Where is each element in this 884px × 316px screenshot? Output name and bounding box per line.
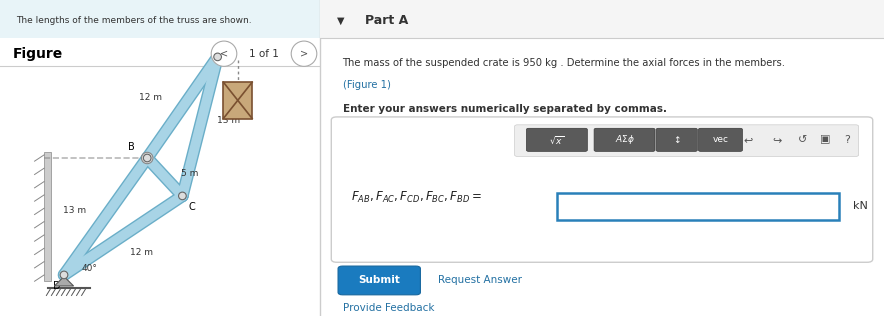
Text: 12 m: 12 m <box>139 94 162 102</box>
Text: D: D <box>53 281 61 291</box>
Text: ↩: ↩ <box>744 135 753 145</box>
FancyBboxPatch shape <box>557 193 839 220</box>
FancyBboxPatch shape <box>514 125 858 156</box>
Text: <: < <box>220 49 228 59</box>
FancyBboxPatch shape <box>320 0 884 38</box>
FancyBboxPatch shape <box>338 266 421 295</box>
FancyBboxPatch shape <box>594 128 655 151</box>
Text: ▼: ▼ <box>337 15 345 26</box>
Text: (Figure 1): (Figure 1) <box>343 80 391 90</box>
Text: Enter your answers numerically separated by commas.: Enter your answers numerically separated… <box>343 104 667 114</box>
Circle shape <box>60 271 68 279</box>
Circle shape <box>143 154 151 162</box>
Bar <box>44 152 51 281</box>
Text: ↪: ↪ <box>772 135 781 145</box>
Text: The lengths of the members of the truss are shown.: The lengths of the members of the truss … <box>16 16 252 25</box>
Circle shape <box>179 192 187 200</box>
FancyBboxPatch shape <box>332 117 873 262</box>
Bar <box>224 82 252 118</box>
Text: 13 m: 13 m <box>64 206 87 215</box>
Text: ▣: ▣ <box>819 135 830 145</box>
Text: 13 m: 13 m <box>217 116 240 125</box>
Text: $A\Sigma\phi$: $A\Sigma\phi$ <box>614 133 635 146</box>
Text: 40°: 40° <box>81 264 97 273</box>
Text: 12 m: 12 m <box>130 248 153 257</box>
Circle shape <box>141 152 153 164</box>
Text: $\sqrt{x}$: $\sqrt{x}$ <box>549 134 565 145</box>
Text: Figure: Figure <box>12 47 63 61</box>
Text: $F_{AB}, F_{AC}, F_{CD}, F_{BC}, F_{BD}=$: $F_{AB}, F_{AC}, F_{CD}, F_{BC}, F_{BD}=… <box>351 190 482 205</box>
FancyBboxPatch shape <box>0 0 320 38</box>
Text: B: B <box>127 142 134 152</box>
Text: kN: kN <box>853 201 868 211</box>
FancyBboxPatch shape <box>527 128 587 151</box>
Text: Request Answer: Request Answer <box>438 275 522 285</box>
Text: Provide Feedback: Provide Feedback <box>343 303 434 313</box>
FancyBboxPatch shape <box>698 128 743 151</box>
Text: 5 m: 5 m <box>181 169 198 178</box>
Text: ?: ? <box>844 135 850 145</box>
Text: The mass of the suspended crate is 950 kg . Determine the axial forces in the me: The mass of the suspended crate is 950 k… <box>343 58 786 68</box>
Text: Part A: Part A <box>365 14 408 27</box>
Text: vec: vec <box>713 135 728 144</box>
Circle shape <box>214 53 222 61</box>
Circle shape <box>291 41 316 66</box>
Polygon shape <box>55 276 73 286</box>
Text: ↺: ↺ <box>797 135 807 145</box>
Text: C: C <box>189 202 195 212</box>
FancyBboxPatch shape <box>656 128 697 151</box>
Circle shape <box>211 41 237 66</box>
Text: >: > <box>300 49 308 59</box>
Text: 1 of 1: 1 of 1 <box>249 49 279 59</box>
Text: Submit: Submit <box>358 275 400 285</box>
Text: A: A <box>224 40 231 51</box>
Text: $\updownarrow$: $\updownarrow$ <box>672 134 682 145</box>
